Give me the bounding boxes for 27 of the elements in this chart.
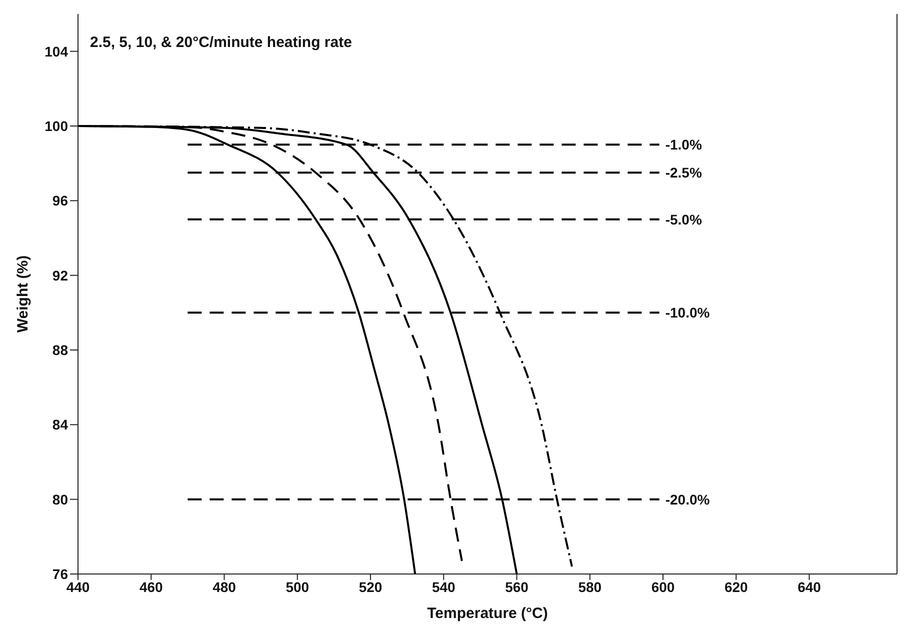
series-label: -10.0% [665, 304, 710, 321]
text: 2.5, 5, 10, & 20°C/minute heating rate [90, 34, 352, 51]
x-tick-label: 480 [212, 578, 236, 595]
x-tick-label: 460 [139, 578, 164, 595]
y-tick-label: 92 [52, 267, 68, 284]
y-tick-label: 84 [52, 416, 68, 433]
y-tick-label: 76 [52, 566, 68, 582]
y-tick-label: 88 [52, 342, 68, 358]
y-tick-label: 104 [44, 43, 68, 60]
y-tick-label: 100 [44, 118, 68, 134]
x-tick-label: 440 [66, 578, 90, 595]
series-label: -2.5% [665, 164, 702, 181]
x-tick-label: 560 [505, 578, 529, 595]
x-tick-label: 500 [286, 578, 310, 595]
x-tick-label: 520 [358, 578, 382, 595]
series-label: -1.0% [665, 136, 702, 153]
x-tick-label: 620 [724, 578, 748, 595]
x-tick-label: 600 [651, 578, 675, 595]
y-axis-title: Weight (%) [14, 255, 32, 333]
x-axis-title: Temperature (°C) [427, 605, 548, 622]
y-tick-label: 96 [52, 192, 68, 209]
x-tick-label: 540 [432, 578, 456, 595]
y-tick-label: 80 [52, 491, 68, 508]
series-label: -20.0% [665, 491, 710, 508]
x-tick-label: 640 [798, 578, 822, 595]
series-label: -5.0% [665, 211, 702, 228]
x-tick-label: 580 [578, 578, 602, 595]
